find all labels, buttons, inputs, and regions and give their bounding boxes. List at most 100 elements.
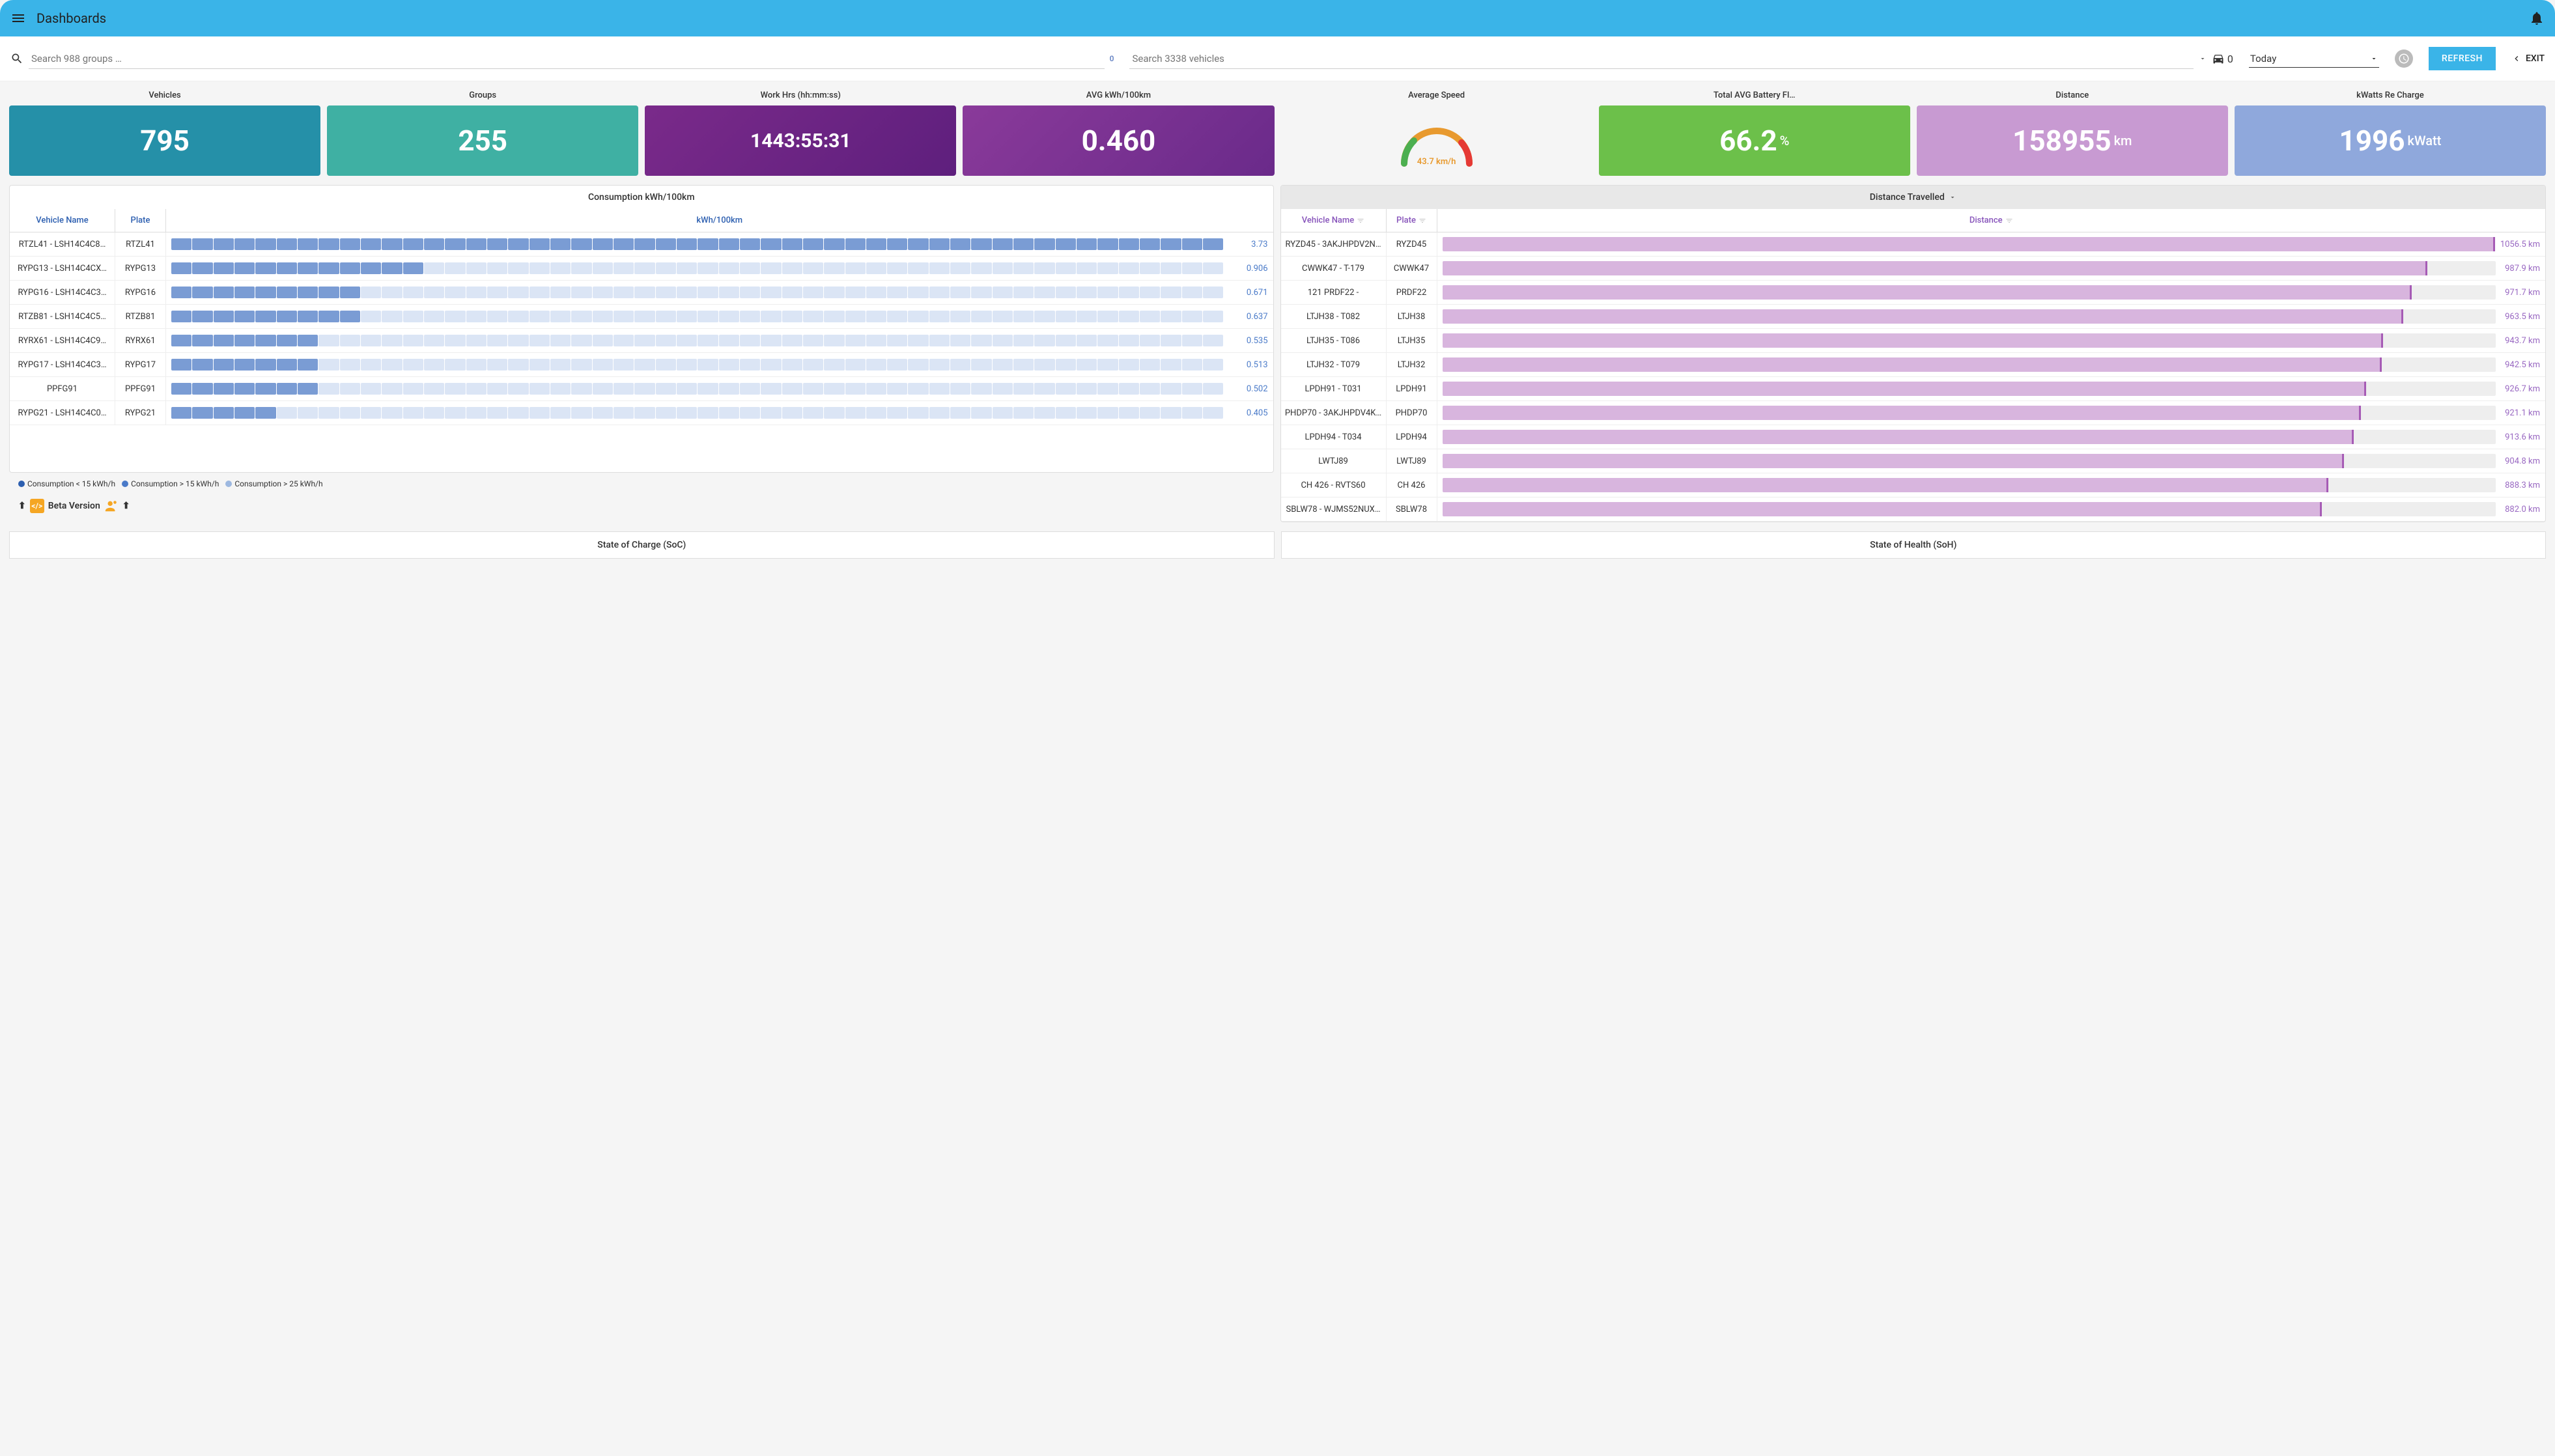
kpi-value: 795 [140, 124, 190, 158]
soc-panel-title: State of Charge (SoC) [9, 531, 1275, 559]
search-icon [10, 52, 23, 65]
exit-button[interactable]: EXIT [2511, 53, 2545, 64]
cell-value: 904.8 km [2501, 456, 2540, 466]
consumption-panel-title: Consumption kWh/100km [10, 186, 1273, 209]
cell-vehicle-name: LTJH35 - T086 [1281, 329, 1387, 352]
kpi-label: Groups [469, 91, 496, 100]
table-row[interactable]: RYPG16 - LSH14C4C3… RYPG16 0.671 [10, 281, 1273, 305]
table-row[interactable]: RYRX61 - LSH14C4C9… RYRX61 0.535 [10, 329, 1273, 353]
kpi-label: kWatts Re Charge [2356, 91, 2424, 100]
dropdown-icon[interactable] [2199, 55, 2207, 63]
table-row[interactable]: CWWK47 - T-179 CWWK47 987.9 km [1281, 257, 2546, 281]
filter-icon[interactable] [1419, 217, 1426, 225]
th-vehicle-name[interactable]: Vehicle Name [10, 209, 115, 232]
chevron-down-icon [2370, 55, 2378, 63]
table-row[interactable]: CH 426 - RVTS60 CH 426 888.3 km [1281, 473, 2546, 497]
cell-bar: 921.1 km [1437, 401, 2546, 425]
kpi-unit: km [2114, 133, 2132, 148]
cell-plate: RYPG21 [115, 401, 166, 425]
legend-item: Consumption < 15 kWh/h [18, 479, 115, 488]
distance-panel: Distance Travelled Vehicle Name Plate Di… [1280, 185, 2547, 522]
period-select[interactable]: Today [2249, 50, 2379, 68]
filter-icon[interactable] [2005, 217, 2013, 225]
kpi-value-box: 0.460 [963, 105, 1274, 176]
kpi-card: Distance158955km [1917, 91, 2228, 176]
cell-bar: 1056.5 km [1437, 232, 2546, 256]
cell-value: 0.502 [1229, 384, 1268, 394]
legend-item: Consumption > 25 kWh/h [225, 479, 322, 488]
cell-bar: 0.513 [166, 353, 1273, 376]
distance-table-header: Vehicle Name Plate Distance [1281, 209, 2546, 232]
cell-value: 971.7 km [2501, 288, 2540, 298]
cell-value: 3.73 [1229, 240, 1268, 249]
table-row[interactable]: RYPG13 - LSH14C4CX… RYPG13 0.906 [10, 257, 1273, 281]
cell-bar: 943.7 km [1437, 329, 2546, 352]
th-vehicle-name[interactable]: Vehicle Name [1281, 209, 1387, 232]
cell-vehicle-name: RYPG16 - LSH14C4C3… [10, 281, 115, 304]
table-row[interactable]: RYZD45 - 3AKJHPDV2N… RYZD45 1056.5 km [1281, 232, 2546, 257]
filter-icon[interactable] [1357, 217, 1364, 225]
cell-value: 882.0 km [2501, 505, 2540, 514]
table-row[interactable]: PPFG91 PPFG91 0.502 [10, 377, 1273, 401]
table-row[interactable]: 121 PRDF22 - PRDF22 971.7 km [1281, 281, 2546, 305]
cell-vehicle-name: LTJH32 - T079 [1281, 353, 1387, 376]
table-row[interactable]: LTJH32 - T079 LTJH32 942.5 km [1281, 353, 2546, 377]
kpi-card: Work Hrs (hh:mm:ss)1443:55:31 [645, 91, 956, 176]
table-row[interactable]: PHDP70 - 3AKJHPDV4K… PHDP70 921.1 km [1281, 401, 2546, 425]
gauge-value: 43.7 km/h [1417, 157, 1456, 167]
th-distance[interactable]: Distance [1437, 209, 2546, 232]
cell-plate: SBLW78 [1387, 497, 1437, 521]
kpi-value-box: 1996kWatt [2235, 105, 2546, 176]
kpi-label: Total AVG Battery Fl… [1714, 91, 1796, 100]
cell-value: 921.1 km [2501, 408, 2540, 418]
table-row[interactable]: LPDH91 - T031 LPDH91 926.7 km [1281, 377, 2546, 401]
legend-dot [18, 481, 25, 487]
search-vehicles-input[interactable] [1129, 49, 2193, 69]
cell-bar: 0.502 [166, 377, 1273, 400]
cell-bar: 0.405 [166, 401, 1273, 425]
cell-bar: 0.671 [166, 281, 1273, 304]
search-groups-wrap: 0 [10, 49, 1114, 69]
cell-vehicle-name: RYRX61 - LSH14C4C9… [10, 329, 115, 352]
table-row[interactable]: RYPG21 - LSH14C4C0… RYPG21 0.405 [10, 401, 1273, 425]
th-plate[interactable]: Plate [1387, 209, 1437, 232]
kpi-value: 1443:55:31 [750, 130, 851, 152]
menu-icon[interactable] [10, 10, 26, 26]
kpi-value: 1996 [2339, 124, 2405, 158]
cell-bar: 882.0 km [1437, 497, 2546, 521]
search-groups-input[interactable] [29, 49, 1105, 69]
table-row[interactable]: RYPG17 - LSH14C4C3… RYPG17 0.513 [10, 353, 1273, 377]
cell-bar: 942.5 km [1437, 353, 2546, 376]
kpi-value: 255 [458, 124, 507, 158]
cell-vehicle-name: LPDH91 - T031 [1281, 377, 1387, 400]
page-title: Dashboards [36, 10, 106, 26]
cell-vehicle-name: LWTJ89 [1281, 449, 1387, 473]
kpi-card: Groups 255 [327, 91, 638, 176]
cell-bar: 904.8 km [1437, 449, 2546, 473]
cell-value: 0.906 [1229, 264, 1268, 273]
th-plate[interactable]: Plate [115, 209, 166, 232]
kpi-label: Average Speed [1408, 91, 1465, 100]
distance-panel-title[interactable]: Distance Travelled [1281, 186, 2546, 209]
table-row[interactable]: LTJH38 - T082 LTJH38 963.5 km [1281, 305, 2546, 329]
legend-label: Consumption > 15 kWh/h [131, 479, 219, 488]
kpi-value: 0.460 [1082, 124, 1156, 158]
table-row[interactable]: RTZB81 - LSH14C4C5… RTZB81 0.637 [10, 305, 1273, 329]
table-row[interactable]: LPDH94 - T034 LPDH94 913.6 km [1281, 425, 2546, 449]
cell-vehicle-name: RYPG21 - LSH14C4C0… [10, 401, 115, 425]
th-kwh[interactable]: kWh/100km [166, 209, 1273, 232]
legend-item: Consumption > 15 kWh/h [122, 479, 219, 488]
notifications-icon[interactable] [2529, 10, 2545, 26]
bottom-section-titles: State of Charge (SoC) State of Health (S… [0, 531, 2555, 559]
table-row[interactable]: SBLW78 - WJMS52NUX… SBLW78 882.0 km [1281, 497, 2546, 522]
table-row[interactable]: LWTJ89 LWTJ89 904.8 km [1281, 449, 2546, 473]
kpi-unit: kWatt [2408, 133, 2442, 148]
cell-vehicle-name: CWWK47 - T-179 [1281, 257, 1387, 280]
table-row[interactable]: RTZL41 - LSH14C4C8… RTZL41 3.73 [10, 232, 1273, 257]
kpi-row: Vehicles795Groups255Work Hrs (hh:mm:ss)1… [0, 81, 2555, 185]
table-row[interactable]: LTJH35 - T086 LTJH35 943.7 km [1281, 329, 2546, 353]
chevron-down-icon [1949, 193, 1956, 201]
car-icon [2212, 52, 2225, 65]
clock-icon[interactable] [2395, 49, 2413, 68]
refresh-button[interactable]: REFRESH [2429, 47, 2496, 70]
